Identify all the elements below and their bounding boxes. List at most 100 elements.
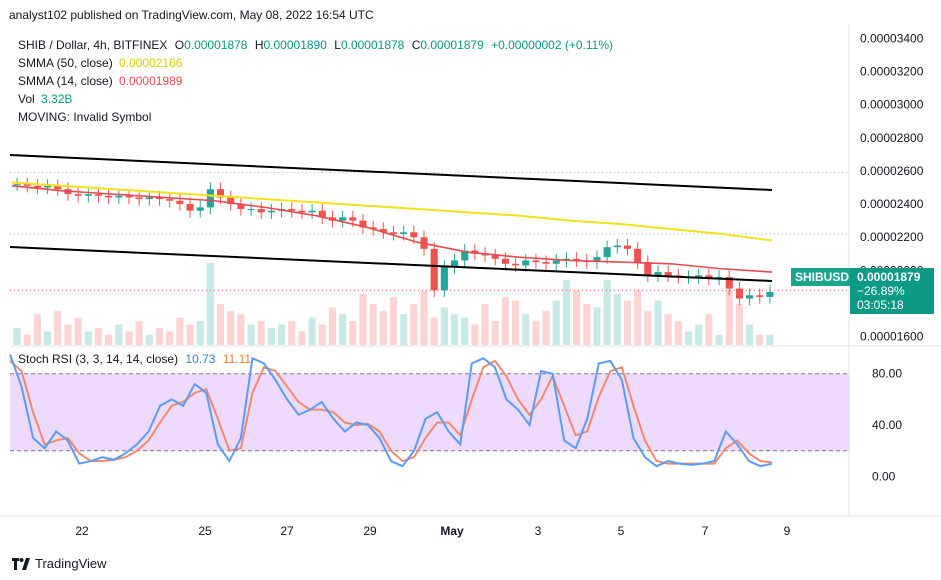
smma14-row[interactable]: SMMA (14, close) 0.00001989 bbox=[18, 72, 613, 90]
candle-body bbox=[634, 248, 642, 263]
time-tick-label: 29 bbox=[363, 524, 377, 538]
smma14-value: 0.00001989 bbox=[119, 74, 183, 88]
smma14-line bbox=[11, 185, 773, 273]
candle-body bbox=[664, 272, 672, 276]
volume-bar bbox=[430, 317, 438, 345]
tradingview-logo-icon bbox=[12, 557, 30, 570]
candle-body bbox=[318, 210, 326, 218]
volume-bar bbox=[674, 321, 682, 345]
footer-brand[interactable]: TradingView bbox=[12, 556, 107, 571]
stoch-legend[interactable]: Stoch RSI (3, 3, 14, 14, close) 10.73 11… bbox=[18, 352, 251, 366]
price-tick-label: 0.00002400 bbox=[860, 197, 924, 211]
ticker-tag: SHIBUSD bbox=[791, 268, 854, 286]
volume-bar bbox=[644, 310, 652, 345]
time-tick-label: 3 bbox=[535, 524, 542, 538]
time-tick-label: 25 bbox=[198, 524, 212, 538]
candle-body bbox=[267, 210, 275, 213]
volume-bar bbox=[410, 304, 418, 345]
candle-body bbox=[94, 194, 103, 196]
volume-bar bbox=[33, 314, 41, 345]
volume-bar bbox=[735, 304, 743, 345]
volume-row[interactable]: Vol 3.32B bbox=[18, 90, 613, 108]
volume-bar bbox=[766, 334, 774, 345]
candle-body bbox=[766, 291, 774, 297]
volume-bar bbox=[155, 327, 164, 345]
candle-body bbox=[349, 217, 357, 221]
publish-text: analyst102 published on TradingView.com,… bbox=[9, 8, 374, 22]
volume-bar bbox=[532, 321, 540, 345]
candle-body bbox=[440, 267, 448, 291]
volume-bar bbox=[522, 314, 530, 345]
last-price-tag: 0.00001879 −26.89% 03:05:18 bbox=[850, 268, 934, 314]
candle-body bbox=[247, 209, 255, 211]
volume-value: 3.32B bbox=[41, 92, 73, 106]
volume-bar bbox=[705, 314, 713, 345]
volume-bar bbox=[135, 321, 143, 345]
candle-body bbox=[481, 253, 489, 256]
volume-bar bbox=[257, 321, 265, 345]
candle-body bbox=[257, 209, 265, 213]
ohlc-h-value: 0.00001890 bbox=[263, 38, 327, 52]
volume-bar bbox=[593, 307, 601, 345]
volume-bar bbox=[440, 307, 448, 345]
volume-bar bbox=[288, 321, 296, 345]
volume-bar bbox=[206, 263, 214, 345]
candle-body bbox=[166, 199, 174, 201]
ohlc-l-value: 0.00001878 bbox=[340, 38, 405, 52]
moving-row[interactable]: MOVING: Invalid Symbol bbox=[18, 108, 613, 126]
stoch-tick-label: 0.00 bbox=[872, 469, 896, 483]
moving-label: MOVING: Invalid Symbol bbox=[18, 110, 152, 124]
volume-bar bbox=[746, 324, 754, 345]
volume-bar bbox=[349, 321, 357, 345]
ohlc-row: SHIB / Dollar, 4h, BITFINEX O0.00001878 … bbox=[18, 36, 613, 54]
candle-body bbox=[115, 195, 123, 198]
candle-body bbox=[603, 247, 611, 258]
volume-bar bbox=[461, 317, 469, 345]
candle-body bbox=[379, 228, 387, 233]
candle-body bbox=[54, 185, 62, 190]
stoch-k-value: 10.73 bbox=[185, 352, 216, 366]
candle-body bbox=[237, 204, 245, 210]
smma14-label: SMMA (14, close) bbox=[18, 74, 113, 88]
volume-bar bbox=[613, 293, 621, 345]
volume-bar bbox=[23, 334, 31, 345]
price-tick-label: 0.00003400 bbox=[860, 31, 924, 45]
volume-bar bbox=[278, 324, 286, 345]
volume-bar bbox=[512, 300, 520, 345]
smma50-line bbox=[11, 181, 773, 242]
candle-body bbox=[552, 260, 560, 264]
time-tick-label: 9 bbox=[784, 524, 791, 538]
smma50-value: 0.00002166 bbox=[119, 56, 183, 70]
time-tick-label: 22 bbox=[75, 524, 89, 538]
volume-bar bbox=[84, 331, 92, 345]
stoch-tick-label: 40.00 bbox=[872, 418, 902, 432]
candle-body bbox=[359, 220, 367, 228]
candle-body bbox=[644, 262, 652, 276]
volume-bar bbox=[715, 334, 723, 345]
price-tick-label: 0.00002600 bbox=[860, 164, 924, 178]
volume-bar bbox=[44, 331, 52, 345]
stoch-d-line bbox=[9, 359, 773, 465]
symbol-label[interactable]: SHIB / Dollar, 4h, BITFINEX bbox=[18, 38, 168, 52]
candle-body bbox=[593, 257, 601, 263]
candle-body bbox=[654, 272, 662, 276]
volume-bar bbox=[695, 324, 703, 345]
ohlc-c-value: 0.00001879 bbox=[420, 38, 484, 52]
candle-body bbox=[33, 185, 41, 188]
candle-body bbox=[542, 262, 550, 264]
volume-bar bbox=[237, 314, 245, 345]
volume-bar bbox=[74, 317, 82, 345]
stoch-d-value: 11.11 bbox=[222, 352, 252, 366]
volume-bar bbox=[603, 280, 611, 345]
stoch-k-line bbox=[9, 354, 773, 468]
volume-bar bbox=[664, 314, 672, 345]
candle-body bbox=[298, 210, 306, 213]
candle-body bbox=[216, 189, 225, 198]
volume-bar bbox=[420, 290, 428, 345]
smma50-row[interactable]: SMMA (50, close) 0.00002166 bbox=[18, 54, 613, 72]
time-tick-label: May bbox=[440, 524, 464, 538]
candle-body bbox=[339, 217, 347, 221]
ohlc-c-key: C bbox=[411, 38, 421, 52]
ohlc-o-key: O bbox=[174, 38, 185, 52]
candle-body bbox=[227, 197, 235, 205]
